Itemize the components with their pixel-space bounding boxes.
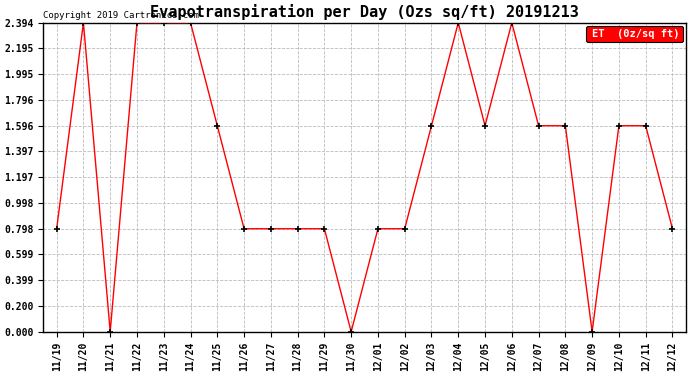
Title: Evapotranspiration per Day (Ozs sq/ft) 20191213: Evapotranspiration per Day (Ozs sq/ft) 2… bbox=[150, 4, 579, 20]
Legend: ET  (0z/sq ft): ET (0z/sq ft) bbox=[586, 26, 682, 42]
Text: Copyright 2019 Cartronics.com: Copyright 2019 Cartronics.com bbox=[43, 10, 199, 20]
